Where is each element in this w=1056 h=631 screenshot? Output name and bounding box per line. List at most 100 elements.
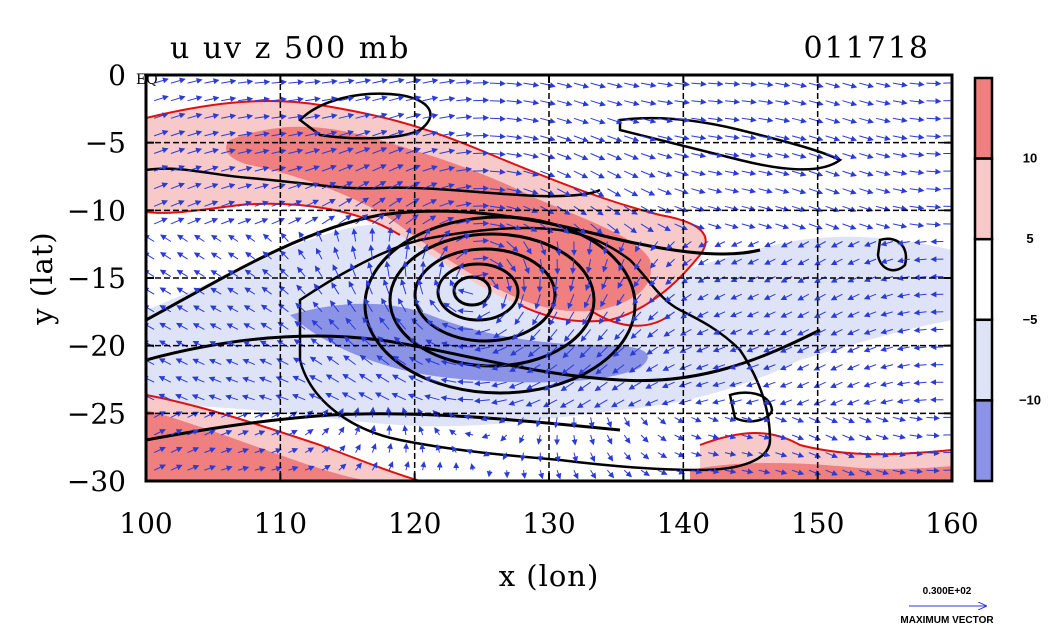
wind-vector xyxy=(443,302,457,313)
wind-vector xyxy=(892,99,908,106)
wind-vector xyxy=(775,81,791,88)
wind-vector xyxy=(729,328,742,335)
wind-vector xyxy=(338,78,355,85)
wind-vector xyxy=(486,470,493,478)
wind-vector xyxy=(696,328,709,336)
wind-vector xyxy=(825,416,839,424)
wind-vector xyxy=(193,305,205,313)
wind-vector xyxy=(464,431,474,438)
wind-vector xyxy=(369,406,376,418)
wind-vector xyxy=(305,78,321,85)
wind-vector xyxy=(395,317,407,330)
wind-vector xyxy=(657,170,673,178)
wind-vector xyxy=(489,151,506,158)
wind-vector xyxy=(208,376,222,383)
wind-vector xyxy=(741,416,754,423)
wind-vector xyxy=(913,309,927,316)
wind-vector xyxy=(517,417,524,426)
wind-vector xyxy=(241,394,255,401)
wind-vector xyxy=(288,96,304,103)
wind-vector xyxy=(321,96,338,102)
wind-vector xyxy=(791,452,805,458)
colorbar-labels: −10 −5 5 10 xyxy=(1019,151,1041,408)
wind-vector xyxy=(511,329,524,341)
wind-vector xyxy=(146,252,155,260)
wind-vector xyxy=(663,311,675,320)
wind-vector xyxy=(304,199,320,207)
wind-vector xyxy=(338,463,347,471)
wind-vector xyxy=(741,134,757,141)
wind-vector xyxy=(473,114,490,121)
wind-vector xyxy=(187,130,203,137)
wind-vector xyxy=(632,293,642,305)
wind-vector xyxy=(364,298,373,313)
wind-vector xyxy=(221,218,235,225)
wind-vector xyxy=(473,271,489,278)
wind-vector xyxy=(439,131,456,137)
wind-vector xyxy=(595,364,608,375)
wind-vector xyxy=(508,399,524,406)
wind-vector xyxy=(153,165,169,172)
wind-vector xyxy=(539,259,545,275)
wind-vector xyxy=(510,346,524,356)
wind-vector xyxy=(381,297,390,313)
wind-vector xyxy=(698,241,709,248)
wind-vector xyxy=(562,346,575,359)
wind-vector xyxy=(262,233,272,242)
wind-vector xyxy=(407,393,423,401)
x-tick-label: 140 xyxy=(657,507,710,540)
wind-vector xyxy=(372,112,388,119)
wind-vector xyxy=(657,188,673,195)
wind-vector xyxy=(523,117,540,124)
wind-vector xyxy=(456,184,473,190)
wind-vector xyxy=(204,95,220,102)
wind-vector xyxy=(243,305,256,313)
wind-vector xyxy=(358,392,373,401)
wind-vector xyxy=(405,112,422,119)
wind-vectors xyxy=(146,77,952,480)
wind-vector xyxy=(813,328,826,336)
wind-vector xyxy=(650,241,659,252)
wind-vector xyxy=(338,426,345,436)
wind-vector xyxy=(321,182,337,190)
wind-vector xyxy=(674,152,690,159)
wind-vector xyxy=(892,117,908,123)
wind-vector xyxy=(153,200,169,207)
wind-vector xyxy=(647,311,659,321)
wind-vector xyxy=(343,355,356,365)
wind-vector xyxy=(714,241,726,247)
wind-vector xyxy=(538,470,545,480)
wind-vector xyxy=(402,425,409,436)
wind-vector xyxy=(892,134,908,141)
wind-vector xyxy=(741,81,757,88)
wind-vector xyxy=(615,311,625,324)
wind-vector xyxy=(859,82,875,89)
wind-vector xyxy=(607,170,622,179)
wind-vector xyxy=(153,95,169,102)
y-eq-label: EQ xyxy=(136,72,158,88)
wind-vector xyxy=(830,258,843,266)
wind-vector xyxy=(321,147,338,154)
wind-vector xyxy=(696,311,709,318)
wind-vector xyxy=(875,152,891,159)
wind-vector xyxy=(875,82,891,89)
wind-vector xyxy=(204,182,219,190)
wind-vector xyxy=(646,346,659,355)
wind-vector xyxy=(422,147,439,154)
wind-vector xyxy=(329,300,340,313)
wind-vector xyxy=(758,468,771,475)
wind-vector xyxy=(791,117,807,124)
wind-vector xyxy=(153,217,168,225)
wind-vector xyxy=(561,364,575,375)
wind-vector xyxy=(582,311,592,326)
wind-vector xyxy=(288,113,304,120)
wind-vector xyxy=(572,452,578,463)
wind-vector xyxy=(292,357,306,366)
wind-vector xyxy=(170,446,183,454)
wind-vector xyxy=(863,328,877,335)
wind-vector xyxy=(630,329,642,339)
wind-vector xyxy=(607,135,623,143)
wind-vector xyxy=(758,152,774,159)
wind-vector xyxy=(892,468,907,475)
wind-vector xyxy=(691,98,707,105)
